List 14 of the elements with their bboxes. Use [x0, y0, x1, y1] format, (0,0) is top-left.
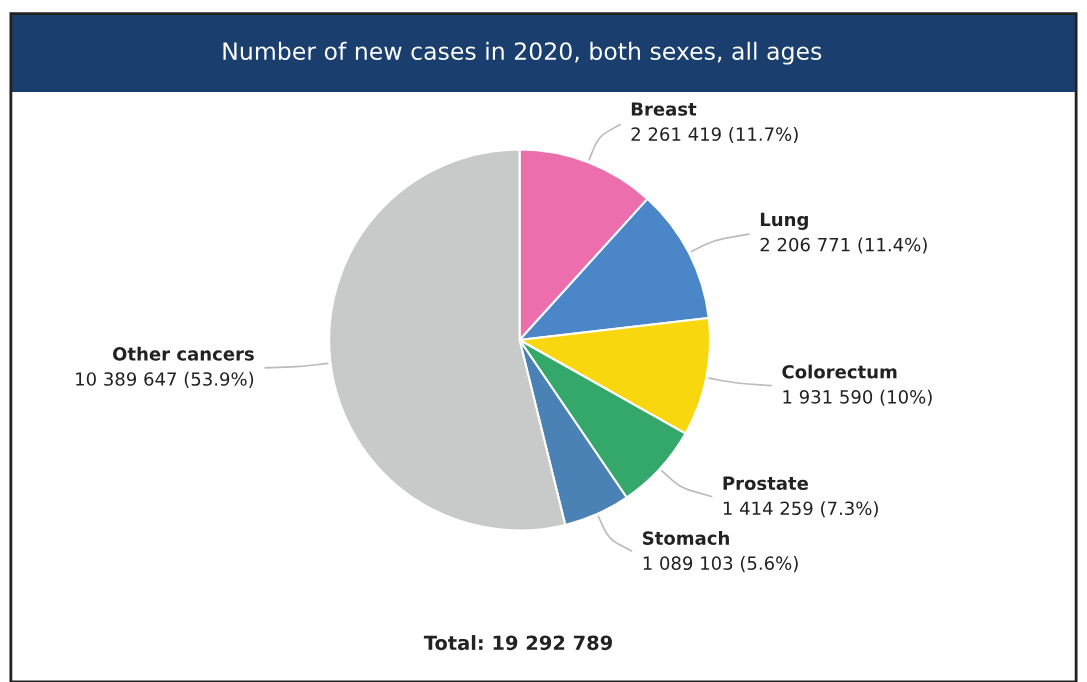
slice-label: Other cancers	[112, 346, 254, 361]
data-label: 1 931 590 (10%)	[783, 389, 932, 406]
data-label: 2 206 771 (11.4%)	[760, 237, 927, 254]
data-label: 1 414 259 (7.3%)	[723, 501, 878, 518]
chart-title: Number of new cases in 2020, both sexes, all ages	[223, 41, 822, 65]
slice-label: Colorectum	[782, 364, 897, 379]
slice-label: Breast	[631, 102, 697, 116]
slice-label: Stomach	[643, 530, 729, 545]
data-label: 10 389 647 (53.9%)	[76, 371, 254, 388]
data-label: 2 261 419 (11.7%)	[631, 127, 798, 144]
slice-label: Lung	[760, 212, 808, 230]
text: Total: 19 292 789	[423, 635, 612, 651]
data-label: 1 089 103 (5.6%)	[643, 556, 798, 573]
slice-label: Prostate	[723, 476, 808, 491]
